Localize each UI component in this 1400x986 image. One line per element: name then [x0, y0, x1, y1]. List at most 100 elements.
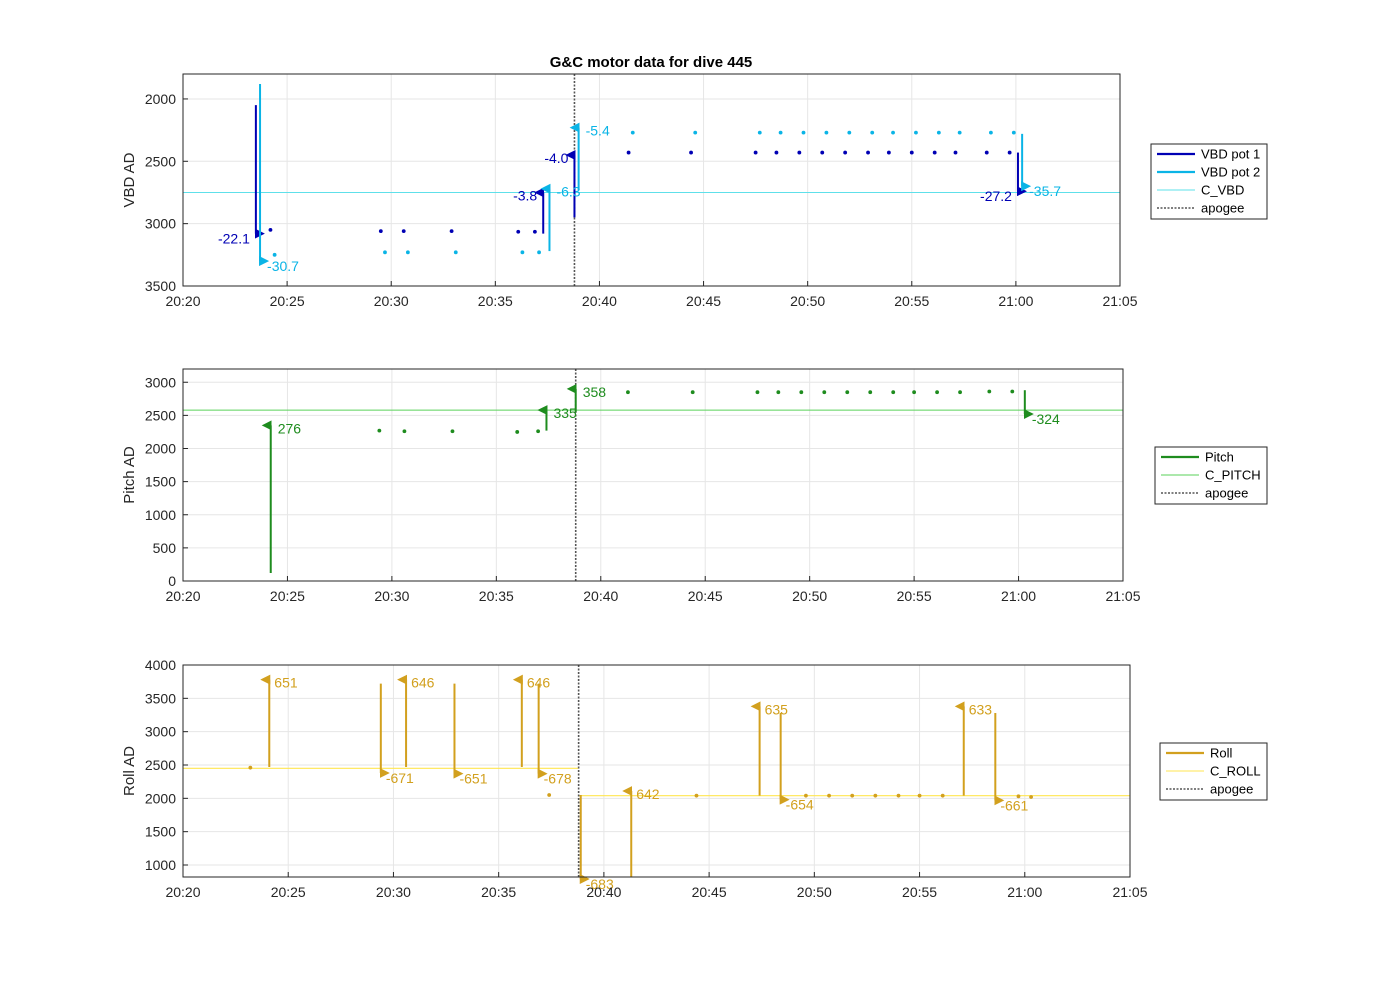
data-point — [694, 793, 699, 798]
x-tick-label: 20:40 — [582, 293, 617, 309]
data-point — [378, 229, 383, 234]
data-point — [1010, 389, 1015, 394]
y-tick-label: 2500 — [145, 153, 176, 169]
data-point — [932, 150, 937, 155]
x-tick-label: 20:25 — [270, 588, 305, 604]
data-point — [401, 229, 406, 234]
move-label: -4.0 — [544, 150, 568, 166]
data-point — [547, 793, 552, 797]
move-label: -671 — [386, 770, 414, 786]
legend-label: apogee — [1205, 486, 1248, 501]
y-tick-label: 3500 — [145, 278, 176, 294]
data-point — [896, 793, 901, 798]
data-point — [450, 429, 455, 434]
move-label: 635 — [765, 701, 789, 717]
x-tick-label: 20:45 — [686, 293, 721, 309]
data-point — [957, 130, 962, 135]
data-point — [630, 130, 635, 135]
x-tick-label: 20:25 — [271, 884, 306, 900]
move-label: 646 — [411, 675, 435, 691]
move-label: -6.3 — [556, 184, 580, 200]
move-label: -27.2 — [980, 188, 1012, 204]
data-point — [984, 150, 989, 155]
y-tick-label: 0 — [168, 573, 176, 589]
plot-area — [183, 665, 1130, 877]
data-point — [822, 390, 827, 395]
data-point — [1011, 130, 1016, 135]
data-point — [626, 390, 630, 395]
axes-box — [182, 73, 1121, 287]
y-tick-label: 1000 — [145, 857, 176, 873]
x-tick-label: 20:55 — [902, 884, 937, 900]
x-tick-label: 20:55 — [894, 293, 929, 309]
y-tick-label: 3000 — [145, 374, 176, 390]
data-point — [755, 390, 760, 395]
data-point — [940, 793, 945, 798]
y-tick-label: 2000 — [145, 790, 176, 806]
data-point — [774, 150, 779, 155]
data-point — [799, 390, 804, 395]
x-tick-label: 20:40 — [583, 588, 618, 604]
plot-area — [183, 74, 1120, 286]
data-point — [797, 150, 802, 155]
legend-label: Roll — [1210, 746, 1233, 761]
x-tick-label: 20:40 — [586, 884, 621, 900]
x-tick-label: 20:55 — [897, 588, 932, 604]
y-axis-label: Pitch AD — [121, 446, 138, 504]
data-point — [776, 390, 781, 395]
data-point — [537, 250, 541, 255]
x-tick-label: 21:05 — [1102, 293, 1137, 309]
move-label: -5.4 — [586, 123, 610, 139]
data-point — [909, 150, 914, 155]
x-tick-label: 20:30 — [374, 588, 409, 604]
move-label: 335 — [553, 405, 577, 421]
data-point — [532, 229, 537, 234]
data-point — [953, 150, 958, 155]
move-label: 633 — [969, 701, 993, 717]
y-axis-label: Roll AD — [121, 746, 138, 796]
move-label: -324 — [1032, 411, 1060, 427]
data-point — [868, 390, 873, 395]
move-label: -651 — [459, 771, 487, 787]
move-label: -678 — [544, 771, 572, 787]
y-tick-label: 3000 — [145, 724, 176, 740]
data-point — [778, 130, 783, 135]
x-tick-label: 20:20 — [165, 293, 200, 309]
data-point — [693, 130, 698, 135]
x-tick-label: 21:05 — [1112, 884, 1147, 900]
chart-title: G&C motor data for dive 445 — [550, 54, 753, 71]
data-point — [891, 390, 896, 395]
axes-box — [182, 368, 1124, 582]
data-point — [866, 150, 870, 155]
legend-label: Pitch — [1205, 450, 1234, 465]
legend-label: VBD pot 2 — [1201, 165, 1260, 180]
legend-label: C_ROLL — [1210, 764, 1261, 779]
data-point — [850, 793, 855, 798]
y-tick-label: 2500 — [145, 757, 176, 773]
data-point — [987, 389, 992, 394]
legend-label: VBD pot 1 — [1201, 147, 1260, 162]
x-tick-label: 20:45 — [692, 884, 727, 900]
move-label: -661 — [1000, 797, 1028, 813]
x-tick-label: 20:50 — [797, 884, 832, 900]
data-point — [958, 390, 962, 395]
move-label: -683 — [586, 876, 614, 892]
axes-box — [182, 664, 1131, 878]
data-point — [1029, 795, 1033, 799]
x-tick-label: 21:00 — [1007, 884, 1042, 900]
data-point — [757, 130, 762, 135]
data-point — [449, 229, 454, 234]
panel-pitch-ad: 276 335 358 -324 20:20 20:25 20:30 20:35 20:40 20… — [121, 368, 1268, 604]
data-point — [989, 130, 993, 135]
data-point — [917, 793, 922, 798]
data-point — [383, 250, 387, 255]
legend-label: apogee — [1210, 782, 1253, 797]
y-tick-label: 1000 — [145, 507, 176, 523]
move-label: -30.7 — [267, 258, 299, 274]
data-point — [689, 150, 693, 155]
y-tick-label: 2500 — [145, 407, 176, 423]
data-point — [886, 150, 891, 155]
x-tick-label: 20:35 — [481, 884, 516, 900]
x-tick-label: 20:20 — [165, 884, 200, 900]
